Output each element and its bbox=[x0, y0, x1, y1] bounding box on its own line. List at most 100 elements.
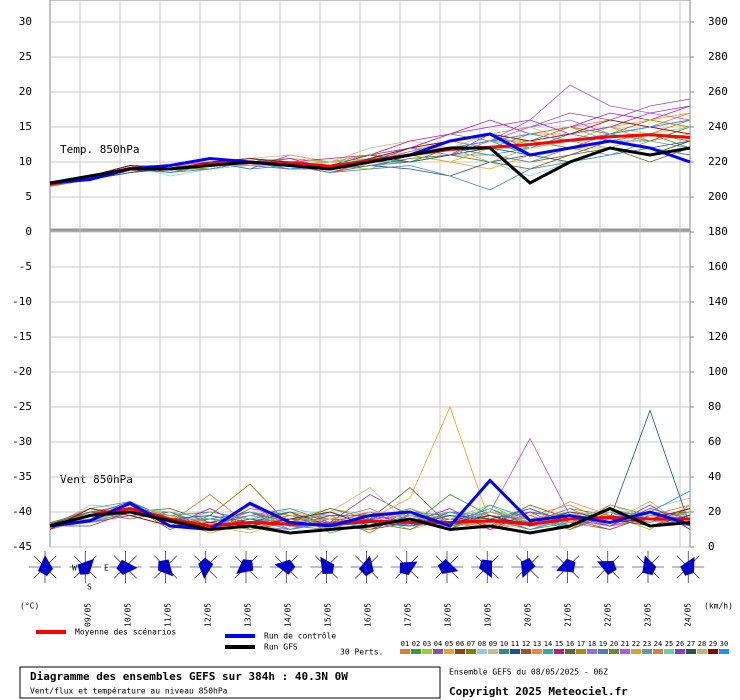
legend-label: 03 bbox=[423, 640, 431, 648]
legend-label: 14 bbox=[544, 640, 552, 648]
legend-label: 22 bbox=[632, 640, 640, 648]
legend-label: 06 bbox=[456, 640, 464, 648]
legend-swatch bbox=[532, 649, 542, 654]
x-tick-label: 20/05 bbox=[524, 603, 533, 627]
y-tick-label: -5 bbox=[19, 260, 32, 273]
legend-label: Run de contrôle bbox=[264, 631, 336, 641]
temp-line bbox=[49, 126, 691, 187]
plot-frame bbox=[49, 0, 691, 548]
rose-wedge bbox=[399, 561, 418, 576]
legend-swatch bbox=[521, 649, 531, 654]
legend-swatch bbox=[554, 649, 564, 654]
x-tick-label: 22/05 bbox=[604, 603, 613, 627]
legend-swatch bbox=[697, 649, 707, 654]
rose-wedge bbox=[158, 559, 174, 577]
y2-tick-label: 240 bbox=[708, 120, 728, 133]
legend-label: 18 bbox=[588, 640, 596, 648]
legend-swatch bbox=[510, 649, 520, 654]
legend-label: 07 bbox=[467, 640, 475, 648]
y-tick-label: 20 bbox=[19, 85, 32, 98]
legend-label: Run GFS bbox=[264, 643, 298, 652]
legend-swatch bbox=[686, 649, 696, 654]
x-tick-label: 15/05 bbox=[324, 603, 333, 627]
legend-swatch bbox=[675, 649, 685, 654]
perts-label: 30 Perts. bbox=[340, 648, 383, 657]
temp-line bbox=[49, 146, 691, 185]
legend-swatch bbox=[664, 649, 674, 654]
legend-swatch bbox=[653, 649, 663, 654]
y2-tick-label: 180 bbox=[708, 225, 728, 238]
rose-wedge bbox=[77, 558, 94, 575]
legend-swatch bbox=[477, 649, 487, 654]
rose-wedge bbox=[479, 559, 493, 579]
legend-swatch bbox=[576, 649, 586, 654]
panel-label: Vent 850hPa bbox=[60, 473, 133, 486]
legend-label: 13 bbox=[533, 640, 541, 648]
legend-swatch bbox=[411, 649, 421, 654]
y-tick-label: 10 bbox=[19, 155, 32, 168]
x-tick-label: 18/05 bbox=[444, 603, 453, 627]
legend-swatch bbox=[642, 649, 652, 654]
y2-tick-label: 220 bbox=[708, 155, 728, 168]
legend-label: 21 bbox=[621, 640, 629, 648]
y2-tick-label: 80 bbox=[708, 400, 721, 413]
legend-label: 15 bbox=[555, 640, 563, 648]
legend-label: 05 bbox=[445, 640, 453, 648]
x-tick-label: 14/05 bbox=[284, 603, 293, 627]
legend-label: 26 bbox=[676, 640, 684, 648]
y2-tick-label: 300 bbox=[708, 15, 728, 28]
y-tick-label: 25 bbox=[19, 50, 32, 63]
x-tick-label: 19/05 bbox=[484, 603, 493, 627]
y2-tick-label: 120 bbox=[708, 330, 728, 343]
legend-label: 29 bbox=[709, 640, 717, 648]
legend-label: 25 bbox=[665, 640, 673, 648]
rose-wedge bbox=[642, 555, 657, 576]
legend-label: 04 bbox=[434, 640, 442, 648]
temp-line bbox=[49, 126, 691, 187]
temp-line bbox=[49, 133, 691, 186]
y2-tick-label: 40 bbox=[708, 470, 721, 483]
legend-label: 09 bbox=[489, 640, 497, 648]
legend-swatch bbox=[499, 649, 509, 654]
legend-label: 19 bbox=[599, 640, 607, 648]
legend-label: 08 bbox=[478, 640, 486, 648]
legend-swatch bbox=[422, 649, 432, 654]
x-tick-label: 24/05 bbox=[684, 603, 693, 627]
legend-swatch bbox=[598, 649, 608, 654]
x-tick-label: 11/05 bbox=[164, 603, 173, 627]
y2-tick-label: 280 bbox=[708, 50, 728, 63]
legend-label: 16 bbox=[566, 640, 574, 648]
legend-label: 27 bbox=[687, 640, 695, 648]
y-tick-label: -35 bbox=[12, 470, 32, 483]
y-tick-label: 30 bbox=[19, 15, 32, 28]
y-tick-label: -15 bbox=[12, 330, 32, 343]
wind-line bbox=[49, 506, 691, 535]
footer-title: Diagramme des ensembles GEFS sur 384h : … bbox=[30, 670, 348, 683]
legend-label: Moyenne des scénarios bbox=[75, 627, 176, 637]
x-tick-label: 16/05 bbox=[364, 603, 373, 627]
y-tick-label: 0 bbox=[25, 225, 32, 238]
legend-swatch bbox=[565, 649, 575, 654]
x-tick-label: 12/05 bbox=[204, 603, 213, 627]
y-tick-label: -45 bbox=[12, 540, 32, 553]
rose-wedge bbox=[38, 555, 53, 576]
rose-wedge bbox=[274, 559, 296, 575]
y2-tick-label: 200 bbox=[708, 190, 728, 203]
legend-label: 11 bbox=[511, 640, 519, 648]
compass-letter: S bbox=[87, 583, 92, 592]
y-tick-label: -30 bbox=[12, 435, 32, 448]
legend-swatch bbox=[587, 649, 597, 654]
legend-label: 10 bbox=[500, 640, 508, 648]
y2-tick-label: 60 bbox=[708, 435, 721, 448]
run-label: Ensemble GEFS du 08/05/2025 - 06Z bbox=[449, 668, 608, 677]
rose-wedge bbox=[320, 556, 335, 575]
y-tick-label: -40 bbox=[12, 505, 32, 518]
x-tick-label: 09/05 bbox=[84, 603, 93, 627]
rose-wedge bbox=[520, 557, 536, 578]
legend-label: 24 bbox=[654, 640, 662, 648]
compass-letter: W bbox=[72, 564, 77, 573]
rose-wedge bbox=[556, 558, 576, 573]
legend-label: 23 bbox=[643, 640, 651, 648]
legend-label: 20 bbox=[610, 640, 618, 648]
y-tick-label: 5 bbox=[25, 190, 32, 203]
